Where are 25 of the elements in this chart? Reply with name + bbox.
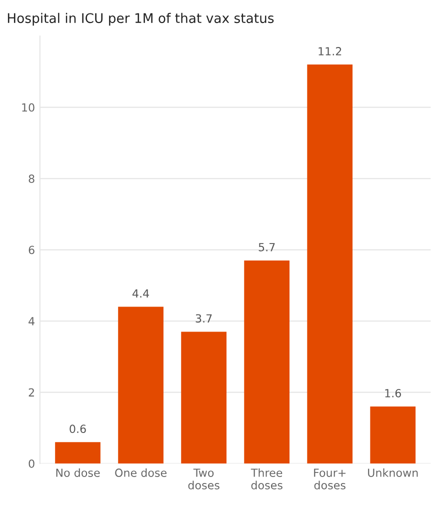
x-tick-label: Unknown [368, 468, 418, 477]
bar [181, 332, 226, 464]
y-tick-label: 0 [28, 459, 34, 468]
chart-title: Hospital in ICU per 1M of that vax status [8, 12, 274, 26]
bar [55, 442, 100, 464]
bar [307, 64, 353, 464]
y-tick-label: 6 [28, 246, 34, 254]
data-label: 4.4 [132, 289, 150, 298]
bar [244, 260, 290, 464]
data-label: 1.6 [385, 389, 402, 398]
bar [370, 406, 416, 464]
y-tick-label: 8 [28, 174, 34, 183]
x-tick-label: No dose [56, 468, 100, 477]
x-tick-label: One dose [115, 468, 167, 477]
y-tick-label: 2 [28, 388, 34, 396]
y-tick-label: 10 [22, 103, 34, 112]
bar [118, 306, 164, 464]
data-label: 11.2 [318, 47, 342, 56]
x-tick-label: Three doses [250, 468, 282, 490]
data-label: 5.7 [258, 243, 275, 252]
x-tick-label: Four+ doses [314, 468, 346, 490]
y-tick-label: 4 [28, 317, 34, 326]
data-label: 0.6 [70, 424, 86, 434]
x-tick-label: Two doses [188, 468, 220, 490]
data-label: 3.7 [196, 314, 212, 323]
